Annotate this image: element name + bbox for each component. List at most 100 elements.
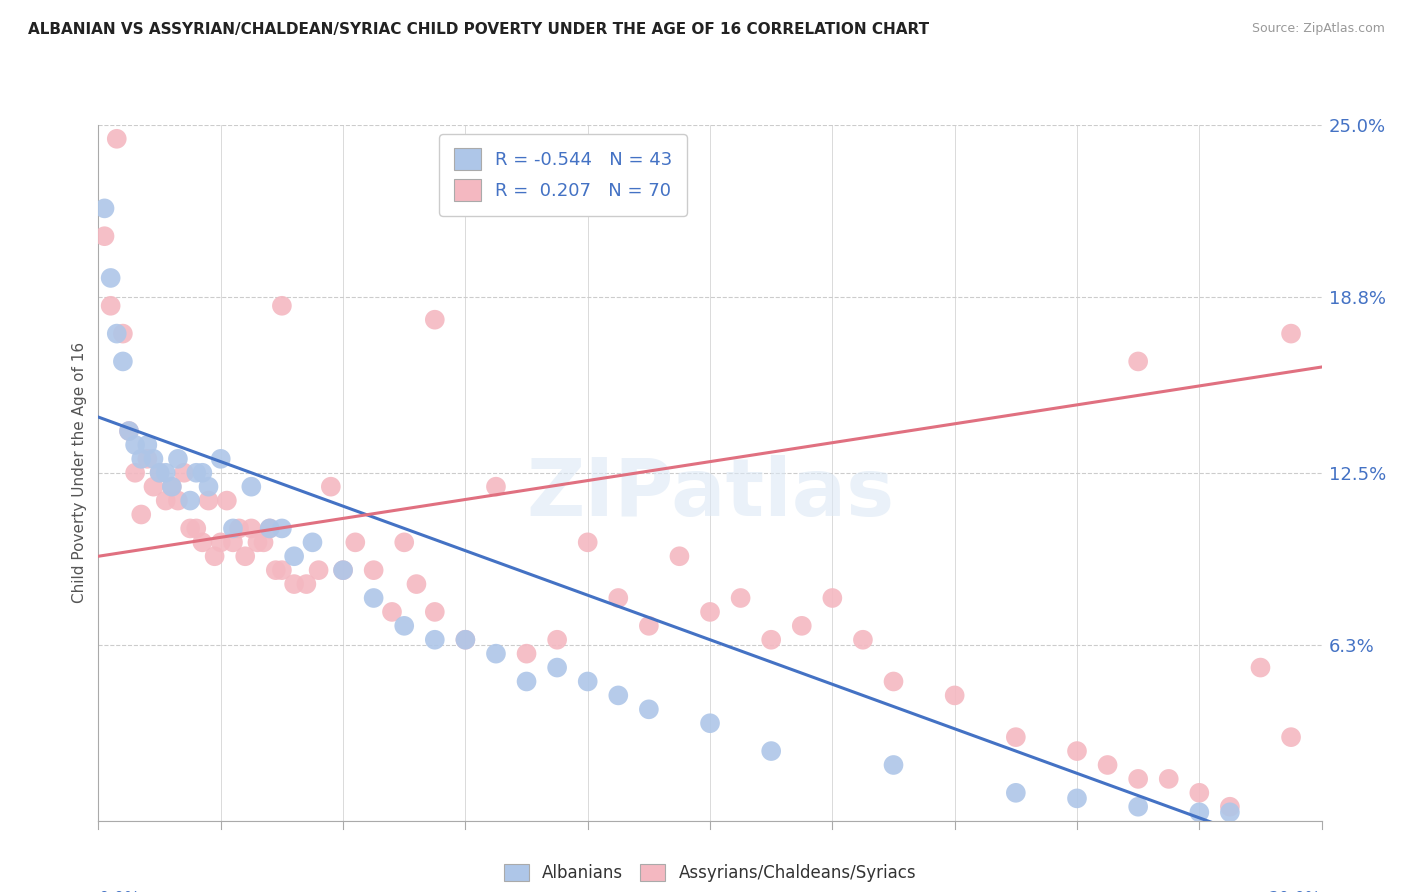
Point [454,632,477,647]
Point [215,493,238,508]
Legend: Albanians, Assyrians/Chaldeans/Syriacs: Albanians, Assyrians/Chaldeans/Syriacs [498,857,922,888]
Point [332,563,354,577]
Point [1188,805,1211,820]
Text: 0.0%: 0.0% [98,890,141,892]
Point [259,521,281,535]
Point [118,424,141,438]
Point [699,605,721,619]
Point [142,451,165,466]
Point [186,521,208,535]
Point [124,438,146,452]
Point [1004,730,1026,744]
Point [363,591,385,605]
Point [1097,758,1119,772]
Point [607,689,630,703]
Text: Source: ZipAtlas.com: Source: ZipAtlas.com [1251,22,1385,36]
Point [105,132,128,146]
Point [240,480,263,494]
Point [1279,326,1302,341]
Point [136,451,159,466]
Point [637,619,661,633]
Point [160,480,183,494]
Point [222,535,245,549]
Point [209,451,232,466]
Point [308,563,330,577]
Point [405,577,427,591]
Point [576,674,599,689]
Point [759,632,782,647]
Text: ZIPatlas: ZIPatlas [526,455,894,533]
Point [186,466,208,480]
Point [160,480,183,494]
Point [821,591,844,605]
Point [173,466,195,480]
Point [197,480,219,494]
Point [1188,786,1211,800]
Point [252,535,274,549]
Point [1219,799,1241,814]
Point [1004,786,1026,800]
Text: 20.0%: 20.0% [1270,890,1322,892]
Point [423,605,446,619]
Point [392,535,416,549]
Point [332,563,354,577]
Point [179,493,201,508]
Point [423,632,446,647]
Point [295,577,318,591]
Point [301,535,323,549]
Point [167,493,190,508]
Point [1066,744,1088,758]
Point [270,299,292,313]
Point [790,619,813,633]
Y-axis label: Child Poverty Under the Age of 16: Child Poverty Under the Age of 16 [72,343,87,603]
Point [319,480,342,494]
Point [730,591,752,605]
Point [454,632,477,647]
Point [111,326,134,341]
Point [283,577,305,591]
Point [222,521,245,535]
Point [546,660,568,674]
Point [259,521,281,535]
Point [209,535,232,549]
Point [270,563,292,577]
Point [883,674,905,689]
Point [668,549,690,564]
Point [485,647,508,661]
Point [100,299,122,313]
Point [240,521,263,535]
Point [155,493,177,508]
Point [283,549,305,564]
Point [759,744,782,758]
Point [111,354,134,368]
Point [1066,791,1088,805]
Point [392,619,416,633]
Point [423,312,446,326]
Point [124,466,146,480]
Point [363,563,385,577]
Point [197,493,219,508]
Point [576,535,599,549]
Point [607,591,630,605]
Point [105,326,128,341]
Point [142,480,165,494]
Point [233,549,256,564]
Point [1249,660,1271,674]
Point [191,466,214,480]
Point [149,466,172,480]
Point [264,563,287,577]
Point [852,632,875,647]
Point [516,647,538,661]
Point [1128,799,1150,814]
Point [637,702,661,716]
Point [118,424,141,438]
Point [129,451,152,466]
Point [699,716,721,731]
Point [1219,805,1241,820]
Point [1128,354,1150,368]
Point [191,535,214,549]
Point [943,689,966,703]
Point [883,758,905,772]
Point [344,535,367,549]
Point [204,549,226,564]
